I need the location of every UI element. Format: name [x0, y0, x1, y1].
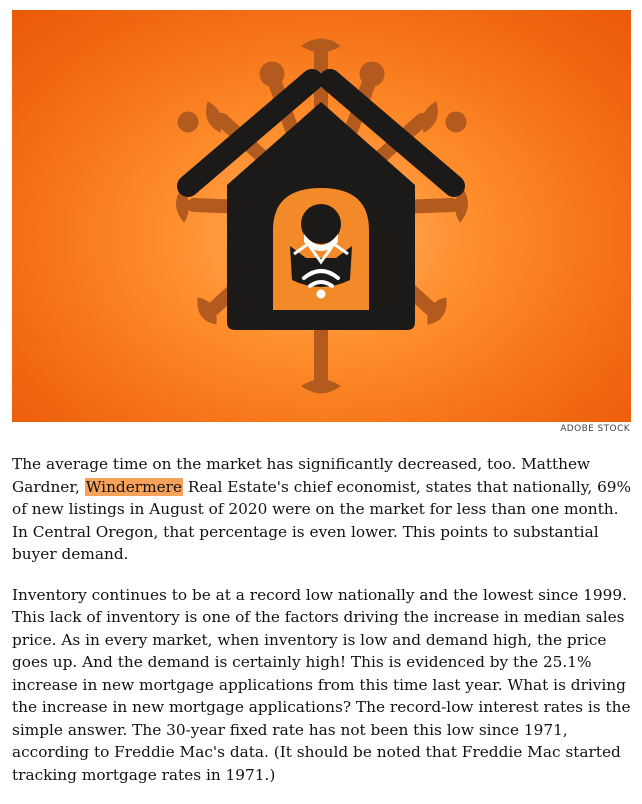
highlighted-link[interactable]: Windermere: [84, 477, 183, 496]
house-virus-illustration: [176, 38, 468, 394]
wifi-icon: [302, 269, 340, 299]
paragraph-1-text-end: Real Estate's chief economist, states th…: [12, 477, 632, 564]
paragraph-1: The average time on the market has signi…: [12, 453, 634, 566]
hero-image: [12, 10, 631, 422]
image-credit: ADOBE STOCK: [560, 424, 630, 434]
paragraph-2: Inventory continues to be at a record lo…: [12, 585, 631, 784]
article-body: The average time on the market has signi…: [12, 453, 634, 804]
paragraph-1-text-start: The average time on the market has signi…: [12, 455, 591, 496]
